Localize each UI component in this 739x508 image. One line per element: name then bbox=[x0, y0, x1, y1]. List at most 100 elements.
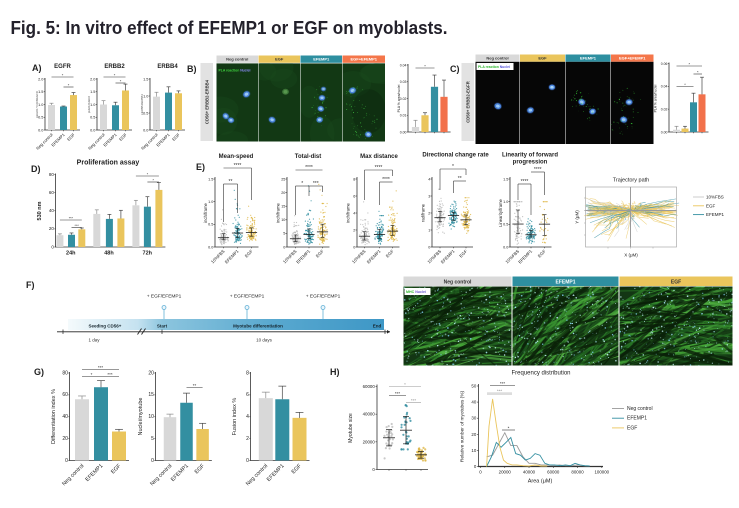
svg-text:EGF: EGF bbox=[66, 132, 76, 142]
svg-text:15: 15 bbox=[148, 392, 154, 398]
svg-text:pHER2/HER2: pHER2/HER2 bbox=[87, 95, 91, 113]
svg-text:EGF: EGF bbox=[315, 248, 325, 258]
svg-text:Relative number of myotubes (%: Relative number of myotubes (%) bbox=[460, 391, 466, 463]
svg-text:Frequency distribution: Frequency distribution bbox=[511, 371, 570, 377]
svg-text:24h: 24h bbox=[66, 251, 76, 257]
svg-text:X (μM): X (μM) bbox=[624, 253, 638, 258]
svg-text:Myotube size: Myotube size bbox=[348, 413, 354, 443]
svg-text:*: * bbox=[508, 425, 510, 430]
svg-text:0: 0 bbox=[246, 458, 249, 464]
svg-text:*: * bbox=[684, 82, 686, 87]
svg-text:5: 5 bbox=[151, 436, 154, 442]
svg-text:MHC Nuclei: MHC Nuclei bbox=[406, 290, 426, 294]
svg-text:*: * bbox=[114, 72, 116, 77]
svg-text:0.00: 0.00 bbox=[400, 130, 407, 134]
svg-text:20: 20 bbox=[148, 370, 154, 376]
svg-text:0: 0 bbox=[474, 464, 477, 469]
svg-text:End: End bbox=[373, 324, 382, 329]
svg-text:5: 5 bbox=[283, 232, 285, 236]
svg-text:0.03: 0.03 bbox=[400, 80, 407, 84]
svg-text:EGF: EGF bbox=[627, 425, 637, 431]
svg-text:0: 0 bbox=[65, 458, 68, 464]
svg-text:A): A) bbox=[32, 63, 42, 73]
svg-text:PLA % area/nuclei: PLA % area/nuclei bbox=[654, 84, 658, 112]
svg-text:0.5: 0.5 bbox=[38, 116, 43, 120]
svg-text:6: 6 bbox=[246, 392, 249, 398]
svg-text:+ EGF/EFEMP1: + EGF/EFEMP1 bbox=[306, 294, 341, 300]
svg-text:0.0: 0.0 bbox=[208, 245, 213, 249]
svg-text:0: 0 bbox=[283, 245, 285, 249]
svg-text:50: 50 bbox=[471, 384, 476, 389]
svg-text:0.01: 0.01 bbox=[400, 114, 407, 118]
svg-text:*: * bbox=[424, 63, 426, 68]
svg-text:15: 15 bbox=[281, 205, 285, 209]
svg-text:20000: 20000 bbox=[363, 439, 376, 444]
svg-text:80: 80 bbox=[62, 370, 68, 376]
svg-text:60: 60 bbox=[62, 392, 68, 398]
svg-text:80: 80 bbox=[49, 172, 55, 177]
svg-text:Area (μM): Area (μM) bbox=[528, 479, 553, 485]
svg-text:2: 2 bbox=[246, 436, 249, 442]
svg-text:***: *** bbox=[69, 217, 74, 221]
svg-text:Differentiation index %: Differentiation index % bbox=[51, 389, 57, 444]
svg-text:ERBB4: ERBB4 bbox=[157, 64, 178, 70]
svg-text:EFEMP1: EFEMP1 bbox=[627, 416, 647, 422]
svg-text:30: 30 bbox=[471, 416, 476, 421]
svg-text:10 days: 10 days bbox=[256, 338, 273, 343]
svg-text:60000: 60000 bbox=[363, 384, 376, 389]
svg-text:EGFR: EGFR bbox=[54, 64, 71, 70]
svg-text:Nuclei/myotube: Nuclei/myotube bbox=[138, 398, 144, 436]
svg-text:*: * bbox=[120, 78, 122, 83]
svg-text:***: *** bbox=[395, 391, 401, 396]
svg-text:0.00: 0.00 bbox=[661, 130, 668, 134]
svg-text:48h: 48h bbox=[104, 251, 114, 257]
svg-text:1.5: 1.5 bbox=[90, 90, 95, 94]
svg-text:EGF: EGF bbox=[275, 57, 284, 62]
svg-text:60: 60 bbox=[49, 190, 55, 195]
svg-text:****: **** bbox=[305, 165, 313, 171]
svg-text:EFEMP1: EFEMP1 bbox=[313, 57, 330, 62]
svg-text:EFEMP1: EFEMP1 bbox=[555, 279, 575, 285]
svg-text:40: 40 bbox=[62, 414, 68, 420]
svg-text:Myotube differentiation: Myotube differentiation bbox=[233, 324, 283, 329]
svg-text:0.06: 0.06 bbox=[661, 62, 668, 66]
svg-text:6: 6 bbox=[353, 194, 355, 198]
svg-text:Total-dist: Total-dist bbox=[295, 154, 322, 160]
svg-text:+ EGF/EFEMP1: + EGF/EFEMP1 bbox=[147, 294, 182, 300]
svg-text:1.0: 1.0 bbox=[38, 103, 43, 107]
svg-text:EGF+EFEMP1: EGF+EFEMP1 bbox=[350, 57, 377, 62]
svg-text:*: * bbox=[147, 173, 149, 177]
svg-text:**: ** bbox=[458, 176, 462, 182]
svg-text:3: 3 bbox=[428, 194, 430, 198]
svg-text:Neg control: Neg control bbox=[627, 406, 653, 412]
svg-text:1.0: 1.0 bbox=[90, 103, 95, 107]
svg-text:ERBB2: ERBB2 bbox=[104, 64, 125, 70]
svg-text:1.5: 1.5 bbox=[208, 177, 213, 181]
svg-text:***: *** bbox=[98, 365, 104, 370]
svg-text:EGF: EGF bbox=[171, 132, 181, 142]
svg-text:530 nm: 530 nm bbox=[37, 201, 43, 220]
svg-text:72h: 72h bbox=[143, 251, 153, 257]
svg-text:0: 0 bbox=[428, 245, 430, 249]
svg-text:20: 20 bbox=[49, 226, 55, 231]
svg-text:Max distance: Max distance bbox=[360, 154, 398, 160]
svg-text:***: *** bbox=[313, 181, 319, 187]
svg-text:Fig. 5: In vitro effect of EFE: Fig. 5: In vitro effect of EFEMP1 or EGF… bbox=[11, 18, 448, 38]
svg-text:H): H) bbox=[330, 367, 340, 377]
svg-text:20000: 20000 bbox=[499, 470, 512, 475]
svg-text:EGF: EGF bbox=[458, 248, 468, 258]
svg-text:10: 10 bbox=[281, 218, 285, 222]
svg-text:40: 40 bbox=[49, 208, 55, 213]
svg-text:EGF: EGF bbox=[385, 248, 395, 258]
svg-text:**: ** bbox=[229, 179, 233, 185]
svg-text:0.5: 0.5 bbox=[503, 223, 508, 227]
svg-text:***: *** bbox=[497, 388, 503, 393]
svg-text:0: 0 bbox=[372, 467, 375, 472]
svg-text:40000: 40000 bbox=[523, 470, 536, 475]
svg-text:***: *** bbox=[500, 381, 506, 386]
svg-text:20: 20 bbox=[471, 432, 476, 437]
svg-text:****: **** bbox=[382, 177, 390, 183]
svg-text:4: 4 bbox=[428, 177, 430, 181]
svg-text:20: 20 bbox=[281, 191, 285, 195]
svg-text:0.02: 0.02 bbox=[400, 97, 407, 101]
